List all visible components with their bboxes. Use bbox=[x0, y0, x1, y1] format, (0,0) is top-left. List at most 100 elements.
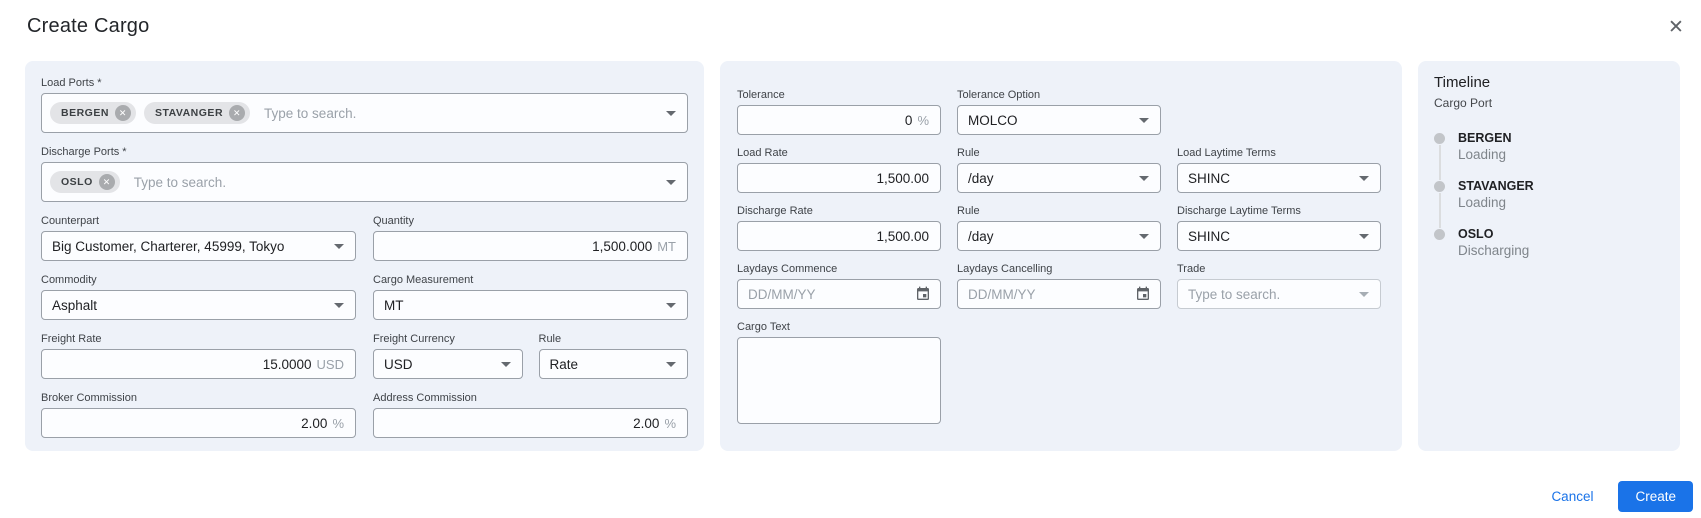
load-rate-label: Load Rate bbox=[737, 147, 788, 159]
freight-currency-label: Freight Currency bbox=[373, 333, 455, 345]
timeline-dot-icon bbox=[1434, 181, 1445, 192]
chip-remove-icon[interactable]: ✕ bbox=[98, 174, 115, 190]
counterpart-value: Big Customer, Charterer, 45999, Tokyo bbox=[52, 238, 285, 254]
calendar-icon[interactable] bbox=[915, 286, 931, 302]
discharge-rule-label: Rule bbox=[957, 205, 980, 217]
freight-rate-input[interactable]: 15.0000 USD bbox=[41, 349, 356, 379]
port-chip[interactable]: BERGEN ✕ bbox=[50, 102, 136, 124]
discharge-laytime-select[interactable]: SHINC bbox=[1177, 221, 1381, 251]
chevron-down-icon bbox=[1139, 176, 1149, 181]
load-ports-multiselect[interactable]: BERGEN ✕ STAVANGER ✕ Type to search. bbox=[41, 93, 688, 133]
timeline-port-name: BERGEN bbox=[1458, 131, 1512, 145]
discharge-ports-multiselect[interactable]: OSLO ✕ Type to search. bbox=[41, 162, 688, 202]
timeline-port-activity: Loading bbox=[1458, 147, 1507, 162]
discharge-ports-group: Discharge Ports * OSLO ✕ Type to search. bbox=[41, 146, 688, 202]
chevron-down-icon bbox=[1139, 118, 1149, 123]
port-chip[interactable]: STAVANGER ✕ bbox=[143, 102, 251, 124]
trade-label: Trade bbox=[1177, 263, 1206, 275]
discharge-rate-input[interactable]: 1,500.00 bbox=[737, 221, 941, 251]
discharge-ports-chips: OSLO ✕ bbox=[50, 171, 128, 193]
timeline-connector bbox=[1439, 145, 1441, 180]
discharge-rate-value: 1,500.00 bbox=[876, 228, 929, 244]
freight-rate-value: 15.0000 bbox=[262, 356, 312, 372]
laydays-cancelling-input[interactable]: DD/MM/YY bbox=[957, 279, 1161, 309]
timeline-port-activity: Loading bbox=[1458, 195, 1507, 210]
tolerance-option-label: Tolerance Option bbox=[957, 89, 1041, 101]
create-button[interactable]: Create bbox=[1618, 481, 1693, 512]
timeline-item: STAVANGER Loading bbox=[1434, 179, 1664, 228]
tolerance-option-select[interactable]: MOLCO bbox=[957, 105, 1161, 135]
timeline-dot-icon bbox=[1434, 133, 1445, 144]
cargo-text-label: Cargo Text bbox=[737, 321, 790, 333]
freight-rate-label: Freight Rate bbox=[41, 333, 102, 345]
load-laytime-label: Load Laytime Terms bbox=[1177, 147, 1276, 159]
load-rate-input[interactable]: 1,500.00 bbox=[737, 163, 941, 193]
tolerance-value: 0 bbox=[904, 112, 913, 128]
load-ports-placeholder: Type to search. bbox=[264, 105, 357, 121]
laydays-cancelling-label: Laydays Cancelling bbox=[957, 263, 1053, 275]
cargo-measurement-label: Cargo Measurement bbox=[373, 274, 474, 286]
quantity-unit: MT bbox=[657, 238, 676, 254]
load-rule-label: Rule bbox=[957, 147, 980, 159]
load-ports-chips: BERGEN ✕ STAVANGER ✕ bbox=[50, 102, 258, 124]
freight-currency-select[interactable]: USD bbox=[373, 349, 523, 379]
load-rate-value: 1,500.00 bbox=[876, 170, 929, 186]
commodity-select[interactable]: Asphalt bbox=[41, 290, 356, 320]
chevron-down-icon bbox=[1359, 176, 1369, 181]
freight-rule-label: Rule bbox=[538, 333, 562, 345]
address-commission-input[interactable]: 2.00 % bbox=[373, 408, 688, 438]
load-laytime-value: SHINC bbox=[1188, 170, 1231, 186]
chevron-down-icon bbox=[1139, 234, 1149, 239]
cargo-measurement-select[interactable]: MT bbox=[373, 290, 688, 320]
load-ports-label: Load Ports * bbox=[41, 77, 102, 89]
discharge-laytime-value: SHINC bbox=[1188, 228, 1231, 244]
laydays-commence-input[interactable]: DD/MM/YY bbox=[737, 279, 941, 309]
calendar-icon[interactable] bbox=[1135, 286, 1151, 302]
timeline-dot-icon bbox=[1434, 229, 1445, 240]
port-chip[interactable]: OSLO ✕ bbox=[50, 171, 120, 193]
chevron-down-icon[interactable] bbox=[666, 111, 676, 116]
cancel-button[interactable]: Cancel bbox=[1551, 489, 1594, 504]
timeline-item: BERGEN Loading bbox=[1434, 131, 1664, 180]
chevron-down-icon bbox=[500, 362, 511, 367]
chevron-down-icon bbox=[1359, 292, 1369, 297]
discharge-laytime-label: Discharge Laytime Terms bbox=[1177, 205, 1301, 217]
counterpart-select[interactable]: Big Customer, Charterer, 45999, Tokyo bbox=[41, 231, 356, 261]
chevron-down-icon bbox=[1359, 234, 1369, 239]
timeline-subtitle: Cargo Port bbox=[1434, 96, 1493, 110]
page-title: Create Cargo bbox=[27, 15, 150, 37]
load-rule-select[interactable]: /day bbox=[957, 163, 1161, 193]
broker-commission-unit: % bbox=[332, 415, 344, 431]
address-commission-unit: % bbox=[664, 415, 676, 431]
tolerance-label: Tolerance bbox=[737, 89, 785, 101]
address-commission-label: Address Commission bbox=[373, 392, 477, 404]
chevron-down-icon bbox=[334, 244, 344, 249]
counterpart-label: Counterpart bbox=[41, 215, 100, 227]
laydays-cancelling-placeholder: DD/MM/YY bbox=[968, 286, 1036, 302]
chip-remove-icon[interactable]: ✕ bbox=[229, 105, 246, 121]
discharge-rule-select[interactable]: /day bbox=[957, 221, 1161, 251]
freight-rule-select[interactable]: Rate bbox=[538, 349, 688, 379]
trade-select[interactable]: Type to search. bbox=[1177, 279, 1381, 309]
chevron-down-icon[interactable] bbox=[666, 180, 676, 185]
cargo-terms-panel: Tolerance 0 % Tolerance Option MOLCO Loa… bbox=[720, 61, 1402, 451]
tolerance-input[interactable]: 0 % bbox=[737, 105, 941, 135]
quantity-input[interactable]: 1,500.000 MT bbox=[373, 231, 688, 261]
timeline-connector bbox=[1439, 193, 1441, 228]
cargo-text-input[interactable] bbox=[737, 337, 941, 424]
commodity-value: Asphalt bbox=[52, 297, 98, 313]
load-laytime-select[interactable]: SHINC bbox=[1177, 163, 1381, 193]
laydays-commence-placeholder: DD/MM/YY bbox=[748, 286, 816, 302]
discharge-rate-label: Discharge Rate bbox=[737, 205, 813, 217]
close-icon[interactable]: ✕ bbox=[1668, 16, 1684, 38]
trade-placeholder: Type to search. bbox=[1188, 286, 1281, 302]
timeline-port-activity: Discharging bbox=[1458, 243, 1530, 258]
port-chip-label: STAVANGER bbox=[154, 107, 224, 119]
load-ports-group: Load Ports * BERGEN ✕ STAVANGER ✕ Type to s… bbox=[41, 77, 688, 133]
cargo-main-panel: Load Ports * BERGEN ✕ STAVANGER ✕ Type to s… bbox=[25, 61, 704, 451]
chip-remove-icon[interactable]: ✕ bbox=[114, 105, 131, 121]
timeline-item: OSLO Discharging bbox=[1434, 227, 1664, 259]
broker-commission-input[interactable]: 2.00 % bbox=[41, 408, 356, 438]
dialog-footer: Cancel Create bbox=[1547, 481, 1693, 512]
